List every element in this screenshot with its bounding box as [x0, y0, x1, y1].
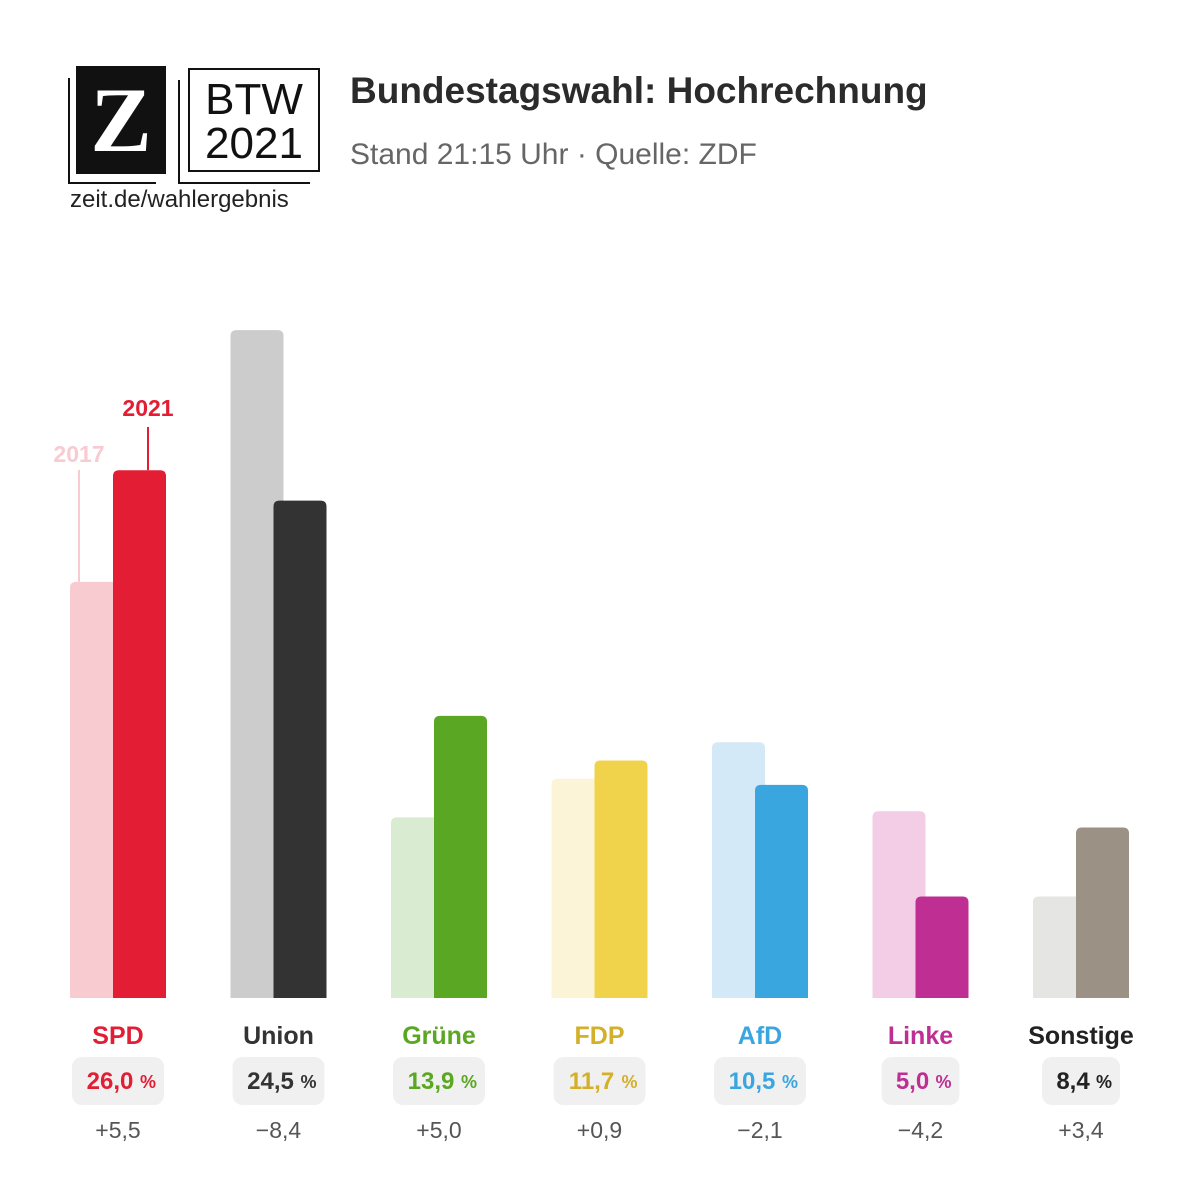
value-label-fdp: 11,7 [569, 1068, 614, 1095]
diff-label-union: −8,4 [256, 1117, 302, 1143]
zeit-logo: Z [68, 66, 166, 184]
btw-logo-shadow [178, 80, 310, 184]
bar-2017-afd [712, 742, 765, 998]
party-label-spd: SPD [92, 1022, 143, 1050]
site-url: zeit.de/wahlergebnis [70, 186, 289, 213]
percent-icon-fdp: % [621, 1072, 637, 1092]
bar-2017-grüne [391, 817, 444, 998]
bar-2017-union [230, 330, 284, 998]
bar-2021-linke [915, 896, 969, 998]
percent-icon-grüne: % [461, 1072, 477, 1092]
value-label-afd: 10,5 [729, 1068, 776, 1095]
percent-icon-union: % [300, 1072, 316, 1092]
btw-logo: BTW 2021 [178, 68, 320, 184]
percent-icon-afd: % [782, 1072, 798, 1092]
party-label-sonstige: Sonstige [1028, 1022, 1134, 1050]
legend-label-2017: 2017 [53, 441, 104, 467]
value-pill-sonstige [1042, 1057, 1120, 1105]
diff-label-grüne: +5,0 [416, 1117, 461, 1143]
diff-label-afd: −2,1 [737, 1117, 782, 1143]
bar-2017-linke [872, 811, 926, 998]
bar-2021-spd [113, 470, 166, 998]
value-pill-linke [881, 1057, 960, 1105]
value-pill-spd [72, 1057, 164, 1105]
bar-2017-fdp [551, 778, 605, 998]
value-label-grüne: 13,9 [408, 1068, 455, 1095]
chart-title: Bundestagswahl: Hochrechnung [350, 70, 928, 111]
bar-2017-sonstige [1033, 896, 1086, 998]
legend-label-2021: 2021 [122, 395, 173, 421]
bar-2017-spd [70, 581, 123, 998]
party-label-fdp: FDP [575, 1022, 625, 1050]
zeit-logo-shadow [68, 78, 156, 184]
value-pill-grüne [393, 1057, 485, 1105]
party-label-afd: AfD [738, 1022, 782, 1050]
value-label-linke: 5,0 [896, 1068, 929, 1095]
diff-label-fdp: +0,9 [577, 1117, 622, 1143]
bar-2021-sonstige [1076, 827, 1129, 998]
diff-label-spd: +5,5 [95, 1117, 140, 1143]
party-label-linke: Linke [888, 1022, 953, 1050]
percent-icon-sonstige: % [1096, 1072, 1112, 1092]
zeit-logo-letter: Z [90, 69, 152, 171]
bar-2021-fdp [594, 760, 648, 998]
bar-2021-afd [755, 784, 808, 998]
percent-icon-linke: % [935, 1072, 951, 1092]
percent-icon-spd: % [140, 1072, 156, 1092]
value-pill-fdp [553, 1057, 646, 1105]
btw-logo-line2: 2021 [205, 119, 303, 168]
party-label-grüne: Grüne [402, 1022, 476, 1050]
value-label-union: 24,5 [247, 1068, 294, 1095]
value-pill-afd [714, 1057, 806, 1105]
btw-logo-line1: BTW [205, 75, 303, 124]
value-pill-union [232, 1057, 325, 1105]
bar-2021-grüne [434, 715, 487, 998]
chart-subtitle: Stand 21:15 Uhr · Quelle: ZDF [350, 138, 757, 171]
diff-label-linke: −4,2 [898, 1117, 943, 1143]
value-label-sonstige: 8,4 [1056, 1068, 1090, 1095]
party-label-union: Union [243, 1022, 314, 1050]
bar-2021-union [273, 500, 327, 998]
value-label-spd: 26,0 [87, 1068, 134, 1095]
diff-label-sonstige: +3,4 [1058, 1117, 1104, 1143]
